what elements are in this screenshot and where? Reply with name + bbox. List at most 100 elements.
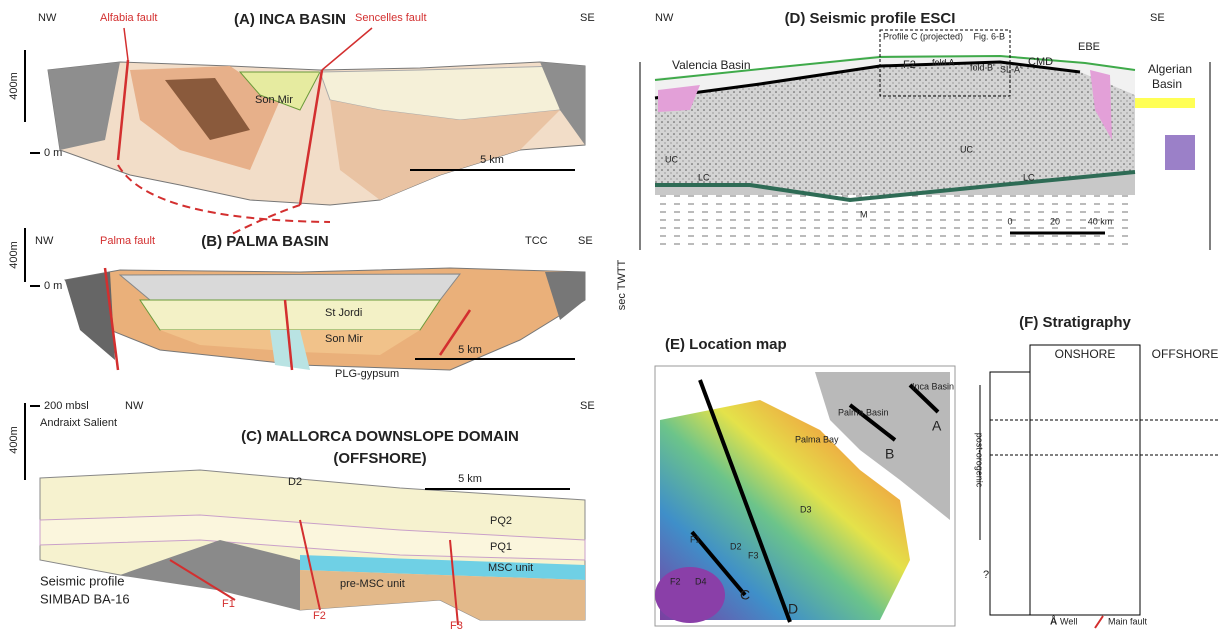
- direction: NW: [35, 235, 54, 247]
- msc-salt: [1135, 98, 1195, 108]
- unit-label: Son Mir: [255, 94, 293, 106]
- map-label: F3: [748, 550, 759, 560]
- crust-label: LC: [698, 172, 710, 182]
- oceanic-crust: [1165, 135, 1195, 170]
- scale-label: 400m: [8, 72, 20, 100]
- pointer: [322, 28, 372, 70]
- panel-f: (F) Stratigraphy ONSHORE OFFSHORE post-o…: [975, 314, 1220, 628]
- crust-label: UC: [960, 144, 973, 154]
- pointer: [124, 28, 128, 60]
- unit-label: St Jordi: [325, 307, 362, 319]
- profile-label: A: [932, 418, 942, 434]
- direction: SE: [580, 400, 595, 412]
- arrow-label: post-orogenic: [975, 433, 985, 488]
- scale-label: 5 km: [458, 344, 482, 356]
- fault-label: Alfabia fault: [100, 12, 157, 24]
- profile-label: C: [740, 587, 750, 603]
- crust-label: M: [860, 209, 868, 219]
- fault-label: F3: [450, 620, 463, 632]
- fault-label: Sencelles fault: [355, 12, 427, 24]
- panel-title: (C) MALLORCA DOWNSLOPE DOMAIN: [241, 428, 519, 445]
- column-header: OFFSHORE: [1152, 347, 1219, 361]
- label: Valencia Basin: [672, 58, 751, 72]
- crust-label: UC: [665, 154, 678, 164]
- place-label: Palma Basin: [838, 407, 889, 417]
- key-symbol: [1095, 616, 1103, 628]
- direction: NW: [38, 12, 57, 24]
- chrono-column: [990, 372, 1030, 615]
- deep-basin: [655, 567, 725, 623]
- panel-title: (D) Seismic profile ESCI: [785, 10, 956, 27]
- mantle: [655, 195, 1135, 250]
- panel-c: 400m 200 mbsl NW SE Andraixt Salient (C)…: [8, 400, 595, 632]
- datum-label: 0 m: [44, 280, 62, 292]
- panel-e: (E) Location map Inca Basin Palma Basin …: [655, 336, 955, 626]
- figure: 400m 0 m NW Alfabia fault (A) INCA BASIN…: [0, 0, 1225, 634]
- layer: [120, 274, 460, 300]
- column-header: ONSHORE: [1055, 347, 1116, 361]
- panel-a: 400m 0 m NW Alfabia fault (A) INCA BASIN…: [8, 11, 595, 235]
- panel-title: (B) PALMA BASIN: [201, 233, 329, 250]
- map-label: D3: [800, 504, 812, 514]
- scale-label: 5 km: [458, 473, 482, 485]
- feature-label: EBE: [1078, 41, 1100, 53]
- scale-label: 20: [1050, 216, 1060, 226]
- map-label: D2: [730, 541, 742, 551]
- place-label: Inca Basin: [912, 381, 954, 391]
- panel-b: 400m 0 m NW Palma fault (B) PALMA BASIN …: [8, 228, 593, 380]
- question: ?: [983, 569, 989, 581]
- panel-title: (OFFSHORE): [333, 450, 426, 467]
- unit-label: PQ1: [490, 541, 512, 553]
- scale-label: 5 km: [480, 154, 504, 166]
- place-label: Palma Bay: [795, 434, 839, 444]
- profile-label: Seismic profile: [40, 573, 125, 588]
- label: Profile C (projected): [883, 31, 963, 41]
- fault-label: Palma fault: [100, 235, 155, 247]
- scale-label: 0: [1007, 216, 1012, 226]
- label: Basin: [1152, 77, 1182, 91]
- map-label: D4: [695, 576, 707, 586]
- feature-label: F2: [903, 59, 916, 71]
- direction: NW: [655, 12, 674, 24]
- key-label: Main fault: [1108, 616, 1148, 626]
- key-symbol: Å: [1050, 615, 1057, 628]
- unit-label: Son Mir: [325, 333, 363, 345]
- label: Andraixt Salient: [40, 417, 117, 429]
- panel-d: NW (D) Seismic profile ESCI SE Valencia …: [616, 10, 1210, 310]
- label: TCC: [525, 235, 548, 247]
- direction: NW: [125, 400, 144, 412]
- crust-label: LC: [1023, 172, 1035, 182]
- scale-label: 400m: [8, 241, 20, 269]
- profile-label: B: [885, 446, 894, 462]
- feature-label: fold A: [932, 57, 955, 67]
- scale-label: 400m: [8, 426, 20, 454]
- unit-label: pre-MSC unit: [340, 578, 405, 590]
- direction: SE: [1150, 12, 1165, 24]
- direction: SE: [580, 12, 595, 24]
- map-label: F1: [690, 534, 701, 544]
- feature-label: SL-A': [1000, 64, 1022, 74]
- feature-label: fold B': [970, 62, 995, 72]
- label: D2: [288, 476, 302, 488]
- fault-label: F1: [222, 598, 235, 610]
- profile-label: D: [788, 601, 798, 617]
- scale-label: 40 km: [1088, 216, 1113, 226]
- layer: [140, 300, 440, 330]
- profile-label: SIMBAD BA-16: [40, 591, 130, 606]
- unit-label: PQ2: [490, 515, 512, 527]
- unit-label: PLG-gypsum: [335, 368, 399, 380]
- unit-label: MSC unit: [488, 562, 533, 574]
- key-label: Well: [1060, 616, 1077, 626]
- map-label: F2: [670, 576, 681, 586]
- direction: SE: [578, 235, 593, 247]
- axis-label: sec TWTT: [616, 259, 628, 310]
- panel-title: (F) Stratigraphy: [1019, 314, 1131, 331]
- onshore-box: [1030, 345, 1140, 615]
- feature-label: CMD: [1028, 56, 1053, 68]
- label: Algerian: [1148, 62, 1192, 76]
- depth-label: 200 mbsl: [44, 400, 89, 412]
- panel-title: (A) INCA BASIN: [234, 11, 346, 28]
- fault-label: F2: [313, 610, 326, 622]
- label: Fig. 6-B: [973, 31, 1005, 41]
- panel-title: (E) Location map: [665, 336, 787, 353]
